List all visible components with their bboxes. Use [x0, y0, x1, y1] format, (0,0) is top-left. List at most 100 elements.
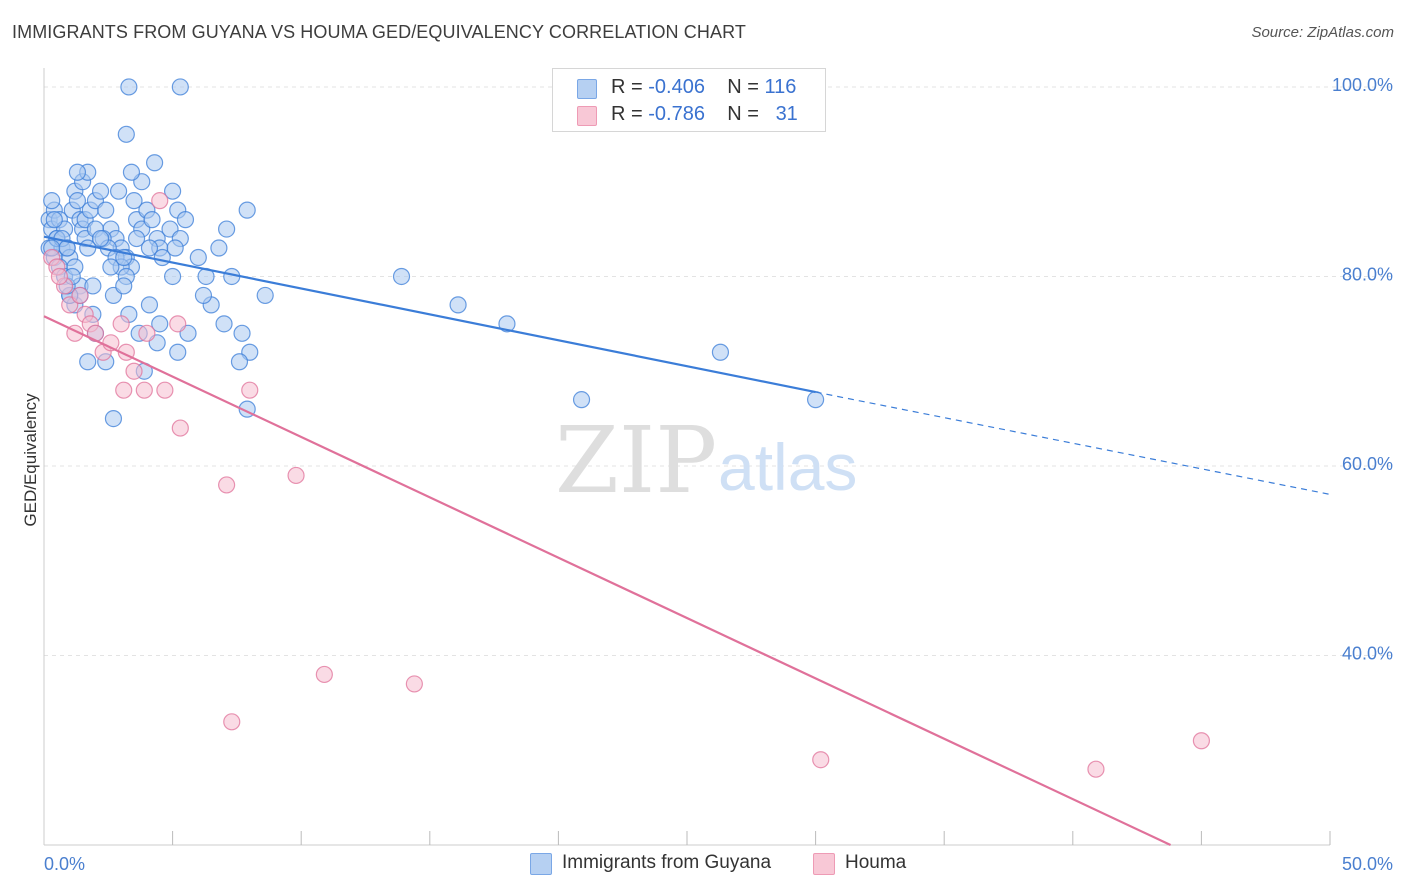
data-point: [572, 391, 591, 409]
y-tick-label: 100.0%: [1332, 75, 1393, 95]
data-point: [84, 277, 102, 295]
data-point: [498, 315, 516, 333]
bottom-legend-swatch-houma: [813, 853, 835, 875]
data-point: [45, 211, 63, 229]
data-point: [194, 286, 213, 305]
data-point: [151, 315, 169, 333]
x-tick-label: 0.0%: [44, 854, 85, 874]
y-tick-label: 60.0%: [1342, 454, 1393, 474]
trend-line-pink: [43, 315, 1172, 846]
data-point: [223, 713, 241, 731]
watermark-atlas: atlas: [718, 430, 857, 504]
y-tick-label: 40.0%: [1342, 643, 1393, 663]
data-point: [176, 211, 195, 229]
chart-source: Source: ZipAtlas.com: [1251, 24, 1394, 41]
bottom-legend-label-houma: Houma: [845, 852, 907, 873]
series-houma-points: [43, 192, 1211, 778]
tick-labels: 40.0% 60.0% 80.0% 100.0% 0.0% 50.0%: [44, 75, 1393, 874]
data-point: [143, 211, 161, 229]
data-point: [151, 192, 169, 210]
data-point: [109, 182, 128, 200]
legend-r-value-guyana: -0.406: [648, 76, 705, 98]
data-point: [189, 248, 207, 267]
data-point: [79, 353, 97, 371]
legend-r-label: R =: [611, 76, 643, 98]
y-axis-label: GED/Equivalency: [21, 393, 40, 527]
grid-lines: [44, 86, 1392, 656]
data-point: [169, 343, 187, 361]
legend-n-value-guyana: 116: [764, 76, 797, 98]
data-point: [115, 381, 133, 399]
trend-line-extension-blue: [815, 391, 1331, 495]
data-point: [218, 476, 236, 494]
data-point: [806, 391, 825, 409]
data-point: [449, 296, 467, 314]
data-point: [812, 751, 830, 769]
data-point: [125, 192, 143, 210]
data-point: [58, 239, 76, 257]
data-point: [135, 381, 153, 399]
data-point: [140, 239, 159, 257]
data-point: [233, 324, 251, 342]
data-point: [50, 267, 69, 286]
data-point: [91, 229, 110, 248]
data-point: [164, 267, 182, 286]
data-point: [218, 220, 236, 238]
data-point: [238, 201, 256, 219]
data-point: [171, 419, 189, 437]
bottom-legend-swatch-guyana: [530, 853, 552, 875]
data-point: [215, 315, 233, 333]
data-point: [104, 409, 123, 428]
data-point: [153, 248, 171, 267]
legend-n-value-houma: 31: [775, 103, 798, 125]
correlation-legend: R = -0.406 N = 116 R = -0.786 N = 31: [552, 68, 826, 132]
legend-n-label: N =: [727, 76, 759, 98]
watermark: ZIP atlas: [555, 407, 857, 514]
data-point: [166, 239, 184, 257]
data-point: [156, 381, 174, 399]
data-point: [230, 353, 249, 371]
chart-title: IMMIGRANTS FROM GUYANA VS HOUMA GED/EQUI…: [12, 22, 746, 42]
data-point: [169, 315, 187, 333]
data-point: [241, 381, 259, 399]
data-point: [405, 675, 423, 693]
data-point: [68, 192, 87, 210]
data-point: [315, 665, 333, 684]
data-point: [91, 182, 110, 200]
data-point: [711, 343, 730, 361]
data-point: [68, 163, 87, 181]
data-point: [102, 258, 120, 276]
data-point: [392, 267, 411, 286]
data-point: [171, 78, 189, 96]
y-tick-label: 80.0%: [1342, 264, 1393, 284]
legend-r-label: R =: [611, 103, 643, 125]
legend-swatch-houma: [577, 106, 597, 126]
data-point: [256, 286, 274, 305]
data-point: [1087, 760, 1105, 778]
legend-r-value-houma: -0.786: [648, 103, 705, 125]
trend-line-blue: [43, 235, 816, 394]
watermark-zip: ZIP: [555, 407, 717, 514]
data-point: [117, 125, 135, 143]
data-point: [145, 154, 164, 172]
data-point: [112, 315, 130, 333]
data-point: [210, 239, 228, 257]
data-point: [127, 229, 146, 248]
data-point: [120, 78, 138, 96]
legend-n-label: N =: [727, 103, 759, 125]
data-point: [164, 182, 182, 200]
data-point: [43, 192, 61, 210]
data-point: [287, 466, 305, 485]
trend-lines: [43, 235, 1331, 846]
bottom-legend-label-guyana: Immigrants from Guyana: [562, 852, 772, 873]
data-point: [97, 201, 115, 219]
legend-swatch-guyana: [577, 79, 597, 99]
data-point: [115, 277, 133, 295]
data-point: [138, 324, 156, 342]
x-tick-label: 50.0%: [1342, 854, 1393, 874]
data-point: [140, 296, 159, 314]
data-point: [125, 362, 143, 380]
data-point: [71, 286, 89, 305]
data-point: [1192, 732, 1211, 750]
